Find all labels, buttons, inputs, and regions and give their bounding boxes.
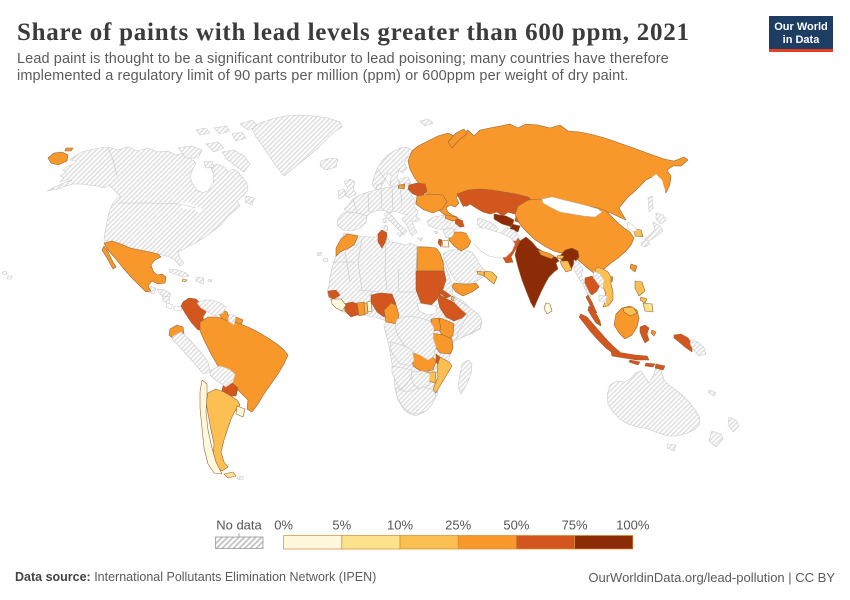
svg-text:50%: 50% (503, 518, 529, 533)
svg-text:No data: No data (216, 518, 262, 533)
svg-text:0%: 0% (274, 518, 293, 533)
svg-text:5%: 5% (332, 518, 351, 533)
svg-text:100%: 100% (616, 518, 650, 533)
svg-text:25%: 25% (445, 518, 471, 533)
svg-text:10%: 10% (387, 518, 413, 533)
svg-text:75%: 75% (562, 518, 588, 533)
